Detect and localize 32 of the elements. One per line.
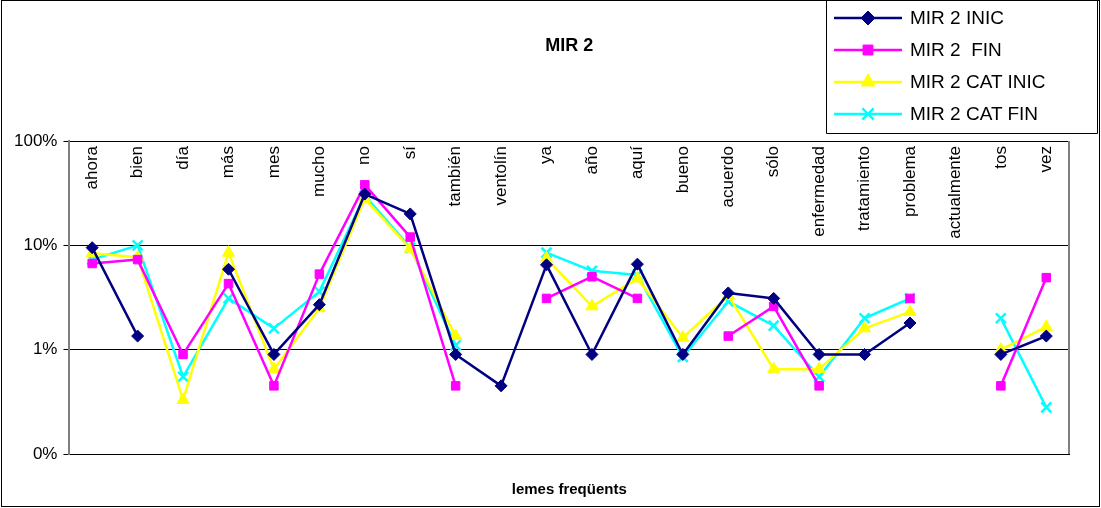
x-tick-label: tratamiento	[854, 146, 874, 232]
x-tick-label: ventolín	[490, 146, 510, 206]
x-tick-label: día	[172, 145, 192, 170]
x-tick-label: mucho	[309, 146, 329, 198]
y-tick-label: 0%	[32, 443, 58, 463]
x-tick-label: aquí	[627, 145, 647, 180]
x-tick-label: problema	[899, 145, 919, 217]
x-tick-label: no	[354, 146, 374, 165]
x-tick-label: actualmente	[945, 146, 965, 239]
x-tick-label: año	[581, 146, 601, 175]
x-tick-label: más	[218, 146, 238, 179]
y-tick-label: 1%	[32, 339, 58, 359]
x-tick-label: vez	[1035, 146, 1055, 173]
legend-label: MIR 2 CAT INIC	[910, 71, 1046, 93]
x-tick-label: ya	[536, 145, 556, 164]
x-tick-label: acuerdo	[717, 146, 737, 208]
y-tick-label: 10%	[23, 235, 58, 255]
x-tick-label: bien	[127, 146, 147, 179]
x-tick-label: tos	[990, 146, 1010, 169]
x-tick-label: bueno	[672, 146, 692, 194]
x-tick-label: enfermedad	[808, 146, 828, 237]
chart-title: MIR 2	[545, 34, 594, 55]
legend-label: MIR 2 CAT FIN	[910, 103, 1039, 125]
x-axis-title: lemes freqüents	[511, 480, 627, 498]
x-tick-label: sólo	[763, 146, 783, 178]
x-tick-label: mes	[263, 146, 283, 179]
x-tick-label: también	[445, 146, 465, 207]
x-tick-label: ahora	[81, 145, 101, 190]
x-tick-label: sí	[399, 145, 419, 160]
y-tick-label: 100%	[14, 130, 58, 150]
legend-label: MIR 2 FIN	[910, 39, 1002, 61]
legend-label: MIR 2 INIC	[910, 7, 1004, 29]
